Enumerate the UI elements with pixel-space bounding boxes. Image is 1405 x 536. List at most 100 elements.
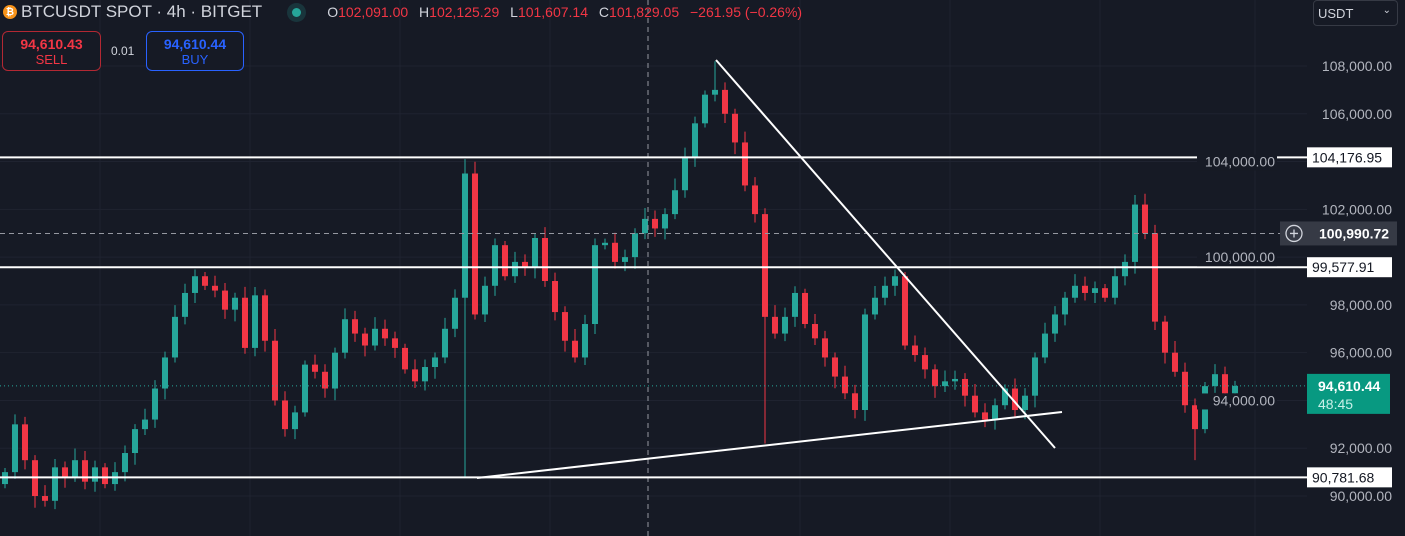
- candle: [342, 308, 348, 359]
- candle-body: [52, 467, 58, 501]
- y-axis-tick-label: 92,000.00: [1330, 440, 1392, 456]
- candle: [172, 305, 178, 363]
- trendline[interactable]: [476, 411, 1063, 480]
- candle-body: [1082, 285, 1088, 293]
- candle: [502, 240, 508, 281]
- buy-button[interactable]: 94,610.44 BUY: [146, 31, 244, 71]
- candle-body: [332, 352, 338, 389]
- candle: [102, 463, 108, 489]
- candle: [722, 82, 728, 123]
- candle-body: [302, 364, 308, 413]
- y-axis-tick-label: 98,000.00: [1330, 297, 1392, 313]
- candle-body: [412, 369, 418, 382]
- candle: [222, 283, 228, 319]
- candle-body: [342, 319, 348, 353]
- candle-body: [382, 328, 388, 339]
- candle-body: [82, 460, 88, 482]
- currency-select[interactable]: USDT ⌄: [1313, 0, 1398, 26]
- candle: [392, 331, 398, 358]
- symbol-title[interactable]: BTCUSDT SPOT · 4h · BITGET: [21, 2, 263, 21]
- candle-body: [142, 419, 148, 430]
- candle: [382, 319, 388, 346]
- close-label: C: [598, 4, 610, 20]
- candle: [232, 292, 238, 322]
- candle: [632, 228, 638, 269]
- candle: [322, 364, 328, 398]
- candle: [292, 405, 298, 440]
- order-quantity[interactable]: 0.01: [111, 44, 135, 58]
- candle-body: [542, 238, 548, 282]
- candle: [672, 178, 678, 220]
- candle-body: [162, 357, 168, 389]
- y-axis-tick-label: 108,000.00: [1322, 58, 1392, 74]
- candle: [272, 329, 278, 406]
- candle: [642, 208, 648, 240]
- candle-body: [292, 412, 298, 430]
- candle-body: [242, 297, 248, 348]
- candle: [1122, 254, 1128, 286]
- y-axis-tick-label: 102,000.00: [1322, 201, 1392, 217]
- sell-button[interactable]: 94,610.43 SELL: [2, 31, 101, 71]
- candle: [462, 159, 468, 477]
- candle-body: [512, 261, 518, 277]
- candle-body: [92, 467, 98, 482]
- candle-body: [802, 292, 808, 325]
- y-axis-tick-label: 90,000.00: [1330, 488, 1392, 504]
- candle-body: [952, 378, 958, 382]
- currency-value: USDT: [1318, 6, 1354, 21]
- trendline[interactable]: [715, 59, 1056, 449]
- crosshair-price-label-bg: [1280, 221, 1397, 246]
- candle: [202, 272, 208, 290]
- candle: [32, 455, 38, 508]
- sell-label: SELL: [35, 52, 68, 67]
- candle-body: [612, 242, 618, 262]
- candle-body: [742, 142, 748, 186]
- candle-body: [152, 388, 158, 420]
- candle: [1192, 398, 1198, 461]
- candle: [1072, 274, 1078, 303]
- candle-body: [662, 214, 668, 229]
- candle-body: [122, 453, 128, 473]
- crosshair-price-label: 100,990.72: [1319, 225, 1389, 241]
- chart-header: ₿ BTCUSDT SPOT · 4h · BITGET O102,091.00…: [0, 0, 809, 24]
- candle: [542, 227, 548, 287]
- candle-body: [252, 295, 258, 348]
- candle: [472, 161, 478, 320]
- candle-body: [452, 297, 458, 329]
- candle: [182, 283, 188, 325]
- candle-body: [992, 405, 998, 420]
- candle-body: [502, 245, 508, 277]
- add-alert-plus-icon[interactable]: [1285, 224, 1303, 243]
- low-value: 101,607.14: [517, 4, 589, 20]
- candle: [932, 364, 938, 398]
- y-axis-tick-label-bg: [1197, 393, 1277, 410]
- candle: [1082, 276, 1088, 301]
- candle-body: [1052, 314, 1058, 334]
- candle: [842, 365, 848, 400]
- candle-body: [1032, 357, 1038, 396]
- candle: [702, 90, 708, 128]
- candle-body: [602, 242, 608, 246]
- candle-body: [882, 285, 888, 298]
- candle: [1142, 193, 1148, 240]
- candle-body: [72, 460, 78, 477]
- candle-body: [272, 340, 278, 401]
- y-axis-tick-label: 96,000.00: [1330, 345, 1392, 361]
- candle: [422, 359, 428, 391]
- candle: [552, 272, 558, 321]
- candle-body: [1212, 374, 1218, 387]
- candle-body: [192, 276, 198, 293]
- y-axis-tick-label-bg: [1197, 250, 1277, 267]
- candle-body: [222, 290, 228, 310]
- candle: [772, 305, 778, 339]
- candle: [312, 354, 318, 379]
- candle-body: [622, 257, 628, 262]
- candle-body: [972, 395, 978, 413]
- candle: [582, 314, 588, 365]
- candle: [52, 458, 58, 510]
- candle-body: [232, 297, 238, 310]
- candle-body: [1232, 385, 1238, 394]
- candle: [1092, 281, 1098, 303]
- candle: [682, 147, 688, 198]
